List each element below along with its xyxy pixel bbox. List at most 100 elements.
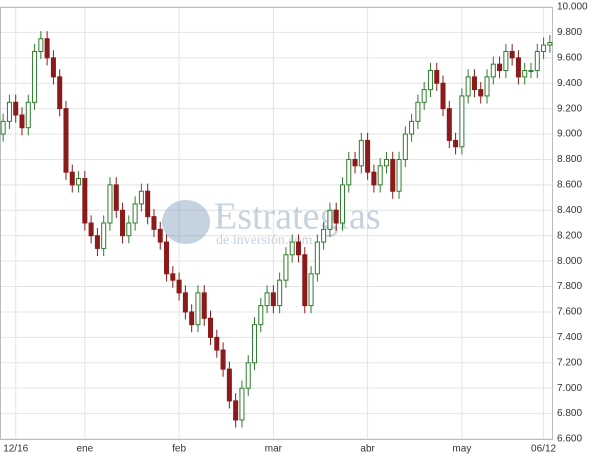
candle-body [522, 70, 528, 78]
candle-body [534, 50, 540, 72]
candle-body [189, 311, 195, 326]
candle-body [377, 165, 383, 186]
candle-body [302, 254, 308, 307]
candle-body [239, 387, 245, 421]
candle-body [126, 222, 132, 237]
candle-body [63, 108, 69, 173]
candle-body [251, 324, 258, 364]
watermark: Estrategias de inversión.com [162, 196, 381, 248]
candle-body [195, 292, 201, 326]
candle-body [283, 254, 289, 281]
x-tick-label: 06/12 [531, 444, 556, 455]
candle-body [245, 362, 251, 389]
candle-body [547, 42, 553, 46]
candle-body [515, 57, 521, 78]
candle-body [497, 63, 503, 72]
candle-body [120, 209, 126, 237]
candle-body [541, 44, 547, 52]
candle-body [57, 76, 63, 110]
candle-body [421, 89, 427, 103]
candle-body [157, 228, 163, 243]
candle-body [220, 349, 226, 370]
candle-body [264, 292, 270, 307]
candle-body [365, 139, 371, 173]
watermark-subtext: de inversión.com [216, 233, 313, 248]
x-tick-label: mar [265, 444, 283, 455]
candle-body [434, 70, 440, 84]
x-tick-label: feb [172, 444, 186, 455]
candle-body [453, 139, 459, 148]
candle-body [182, 292, 188, 313]
candle-body [270, 292, 276, 307]
y-tick-label: 9.000 [557, 129, 582, 140]
candle-body [415, 101, 421, 122]
y-tick-label: 7.200 [557, 357, 582, 368]
candle-body [170, 273, 176, 281]
candle-body [138, 190, 144, 205]
candle-body [327, 209, 333, 230]
watermark-logo [162, 200, 210, 244]
candle-body [164, 241, 170, 275]
candle-body [402, 133, 408, 160]
candle-body [132, 203, 138, 224]
candle-body [339, 184, 345, 224]
y-tick-label: 7.000 [557, 383, 582, 394]
y-tick-label: 9.800 [557, 27, 582, 38]
candle-body [490, 63, 496, 78]
candle-body [38, 38, 44, 52]
candle-body [528, 70, 534, 73]
plot-border [0, 7, 553, 440]
y-tick-label: 9.600 [557, 52, 582, 63]
candle-body [459, 95, 465, 148]
candle-body [76, 178, 82, 186]
candle-body [6, 101, 12, 122]
candle-body [69, 171, 75, 186]
candle-body [50, 57, 56, 78]
candle-body [226, 368, 232, 402]
candle-body [82, 178, 88, 224]
candle-body [113, 184, 119, 211]
candle-body [32, 50, 38, 103]
y-tick-label: 7.600 [557, 307, 582, 318]
candle-body [19, 114, 25, 129]
candle-body [233, 400, 239, 421]
candle-body [484, 76, 490, 97]
x-tick-label: ene [76, 444, 93, 455]
candle-body [208, 317, 214, 338]
x-tick-label: abr [360, 444, 375, 455]
candle-body [321, 228, 327, 243]
candle-body [201, 292, 207, 319]
candle-body [176, 279, 182, 294]
x-tick-label: may [452, 444, 471, 455]
y-tick-label: 6.600 [557, 434, 582, 445]
candle-body [145, 190, 151, 218]
watermark-text: Estrategias [214, 196, 381, 238]
candle-body [94, 235, 100, 249]
candle-body [478, 89, 484, 97]
candle-body [352, 158, 358, 167]
candle-body [308, 273, 314, 307]
candle-body [383, 158, 389, 167]
candle-body [0, 120, 6, 135]
candle-body [440, 82, 446, 110]
candle-body [295, 241, 302, 256]
candle-body [333, 209, 339, 224]
candle-body [409, 120, 415, 135]
candle-body [44, 38, 50, 59]
y-tick-label: 10.000 [557, 2, 588, 13]
candle-body [346, 158, 352, 186]
y-tick-label: 8.600 [557, 180, 582, 191]
candle-body [390, 158, 396, 192]
candle-body [101, 222, 107, 249]
candle-body [371, 171, 377, 186]
candle-body [107, 184, 113, 224]
candle-body [88, 222, 94, 237]
candle-body [25, 101, 31, 129]
candle-body [358, 139, 364, 167]
candle-body [503, 50, 509, 72]
candle-body [427, 70, 433, 91]
candle-body [396, 158, 402, 192]
y-tick-label: 7.800 [557, 281, 582, 292]
